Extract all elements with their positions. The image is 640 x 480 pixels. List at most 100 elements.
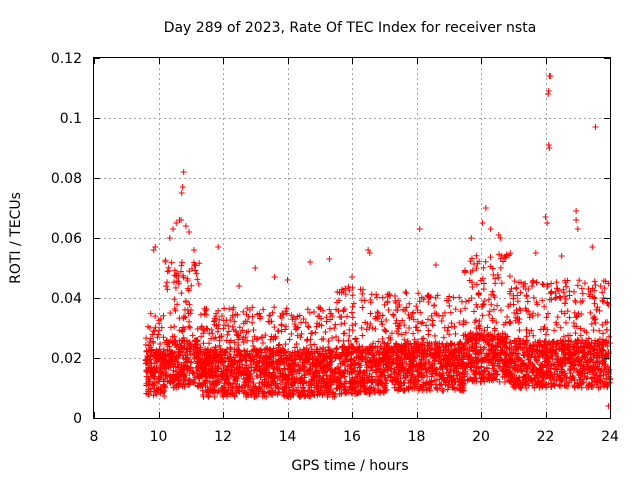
- roti-point: [349, 349, 356, 356]
- roti-point: [340, 308, 347, 315]
- roti-point: [237, 371, 244, 378]
- roti-point: [266, 319, 273, 326]
- x-tick-label: 10: [150, 429, 168, 445]
- roti-point: [473, 252, 480, 259]
- roti-point: [288, 371, 295, 378]
- roti-point: [507, 319, 514, 326]
- roti-point: [356, 344, 363, 351]
- roti-point: [205, 352, 212, 359]
- roti-point: [280, 311, 287, 318]
- roti-point: [334, 344, 341, 351]
- roti-point: [270, 349, 277, 356]
- roti-point: [186, 369, 193, 376]
- roti-point: [520, 352, 527, 359]
- roti-point: [216, 342, 223, 349]
- roti-point: [547, 290, 554, 297]
- roti-point: [288, 352, 295, 359]
- roti-point: [143, 348, 150, 355]
- roti-point: [275, 344, 282, 351]
- roti-point: [215, 387, 222, 394]
- roti-point: [297, 391, 304, 398]
- roti-point: [273, 365, 280, 372]
- roti-point: [317, 384, 324, 391]
- roti-point: [570, 288, 577, 295]
- roti-point: [403, 304, 410, 311]
- roti-point: [354, 368, 361, 375]
- roti-point: [278, 314, 285, 321]
- roti-point: [587, 309, 594, 316]
- roti-point: [271, 324, 278, 331]
- roti-point: [212, 347, 219, 354]
- roti-point: [225, 387, 232, 394]
- roti-point: [273, 358, 280, 365]
- roti-point: [182, 223, 189, 229]
- grid-lines: [94, 58, 610, 418]
- roti-point: [225, 328, 232, 335]
- roti-point: [173, 371, 180, 378]
- roti-point: [359, 375, 366, 382]
- roti-point: [271, 274, 278, 280]
- roti-point: [186, 348, 193, 355]
- roti-point: [392, 320, 399, 327]
- roti-point: [216, 316, 223, 323]
- roti-point: [251, 346, 258, 353]
- roti-point: [231, 392, 238, 399]
- roti-point: [322, 350, 329, 357]
- roti-point: [240, 390, 247, 397]
- roti-point: [279, 346, 286, 353]
- roti-point: [291, 350, 298, 357]
- roti-point: [379, 294, 386, 301]
- roti-point: [542, 331, 549, 338]
- roti-point: [266, 353, 273, 360]
- roti-point: [172, 272, 179, 279]
- roti-point: [175, 352, 182, 359]
- roti-point: [349, 383, 356, 390]
- roti-point: [244, 391, 251, 398]
- roti-point: [185, 377, 192, 384]
- roti-point: [192, 379, 199, 386]
- roti-point: [563, 283, 570, 290]
- roti-point: [172, 284, 179, 291]
- roti-point: [171, 296, 178, 303]
- roti-point: [238, 352, 245, 359]
- roti-point: [213, 353, 220, 360]
- roti-point: [542, 214, 549, 220]
- roti-point: [279, 377, 286, 384]
- roti-point: [151, 353, 158, 360]
- roti-point: [209, 372, 216, 379]
- roti-point: [369, 379, 376, 386]
- roti-point: [173, 356, 180, 363]
- roti-point: [484, 324, 491, 331]
- roti-point: [215, 363, 222, 370]
- roti-point: [414, 306, 421, 313]
- roti-point: [269, 309, 276, 316]
- roti-point: [432, 262, 439, 268]
- roti-point: [410, 330, 417, 337]
- roti-point: [168, 259, 175, 266]
- roti-point: [147, 335, 154, 342]
- roti-point: [355, 353, 362, 360]
- roti-point: [348, 389, 355, 396]
- roti-point: [481, 280, 488, 287]
- roti-point: [233, 364, 240, 371]
- roti-point: [168, 351, 175, 358]
- roti-point: [191, 261, 198, 268]
- roti-point: [409, 310, 416, 317]
- roti-point: [363, 362, 370, 369]
- roti-point: [440, 334, 447, 341]
- roti-point: [363, 372, 370, 379]
- roti-point: [268, 358, 275, 365]
- roti-point: [225, 322, 232, 329]
- roti-point: [149, 331, 156, 338]
- x-tick-labels: 8 10 12 14 16 18 20 22 24: [90, 429, 619, 445]
- roti-point: [225, 380, 232, 387]
- roti-point: [359, 286, 366, 293]
- roti-point: [170, 379, 177, 386]
- roti-point: [223, 337, 230, 344]
- roti-point: [517, 289, 524, 296]
- roti-point: [326, 306, 333, 313]
- roti-point: [234, 378, 241, 385]
- roti-point: [166, 347, 173, 354]
- roti-point: [335, 337, 342, 344]
- roti-point: [323, 318, 330, 325]
